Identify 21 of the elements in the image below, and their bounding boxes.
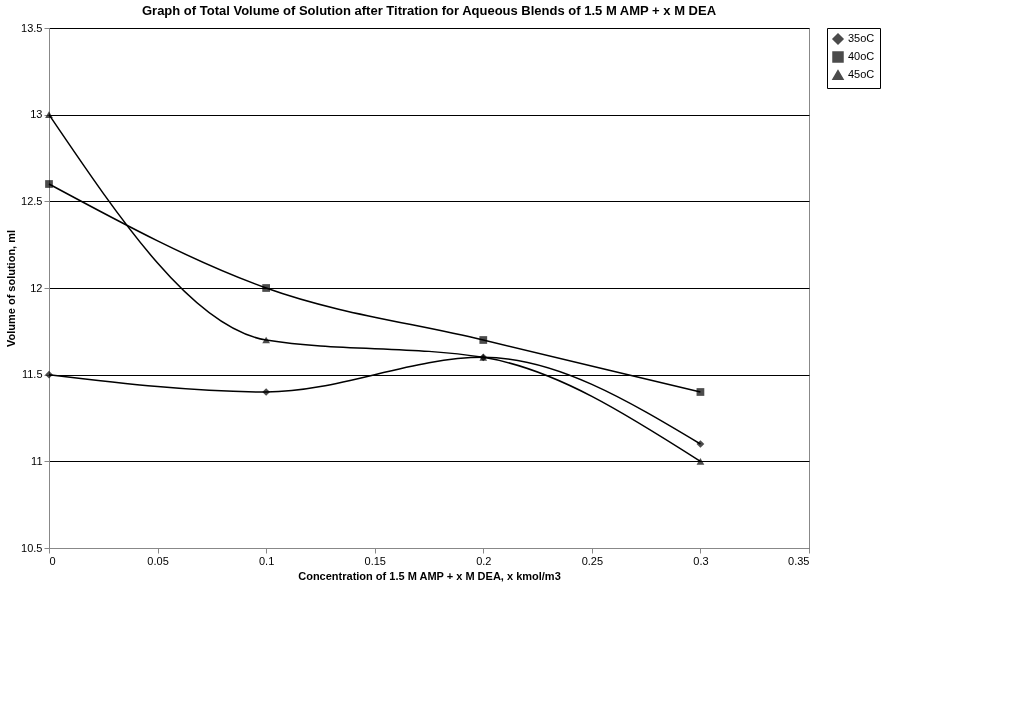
y-tick-label: 12 bbox=[30, 281, 43, 294]
x-tick-label: 0.1 bbox=[258, 554, 275, 567]
x-tick-label: 0.15 bbox=[364, 554, 386, 567]
y-tick-label: 11.5 bbox=[21, 368, 43, 381]
x-tick-label: 0.25 bbox=[581, 554, 604, 567]
y-tick-label: 10.5 bbox=[21, 541, 43, 554]
y-tick-label: 12.5 bbox=[21, 194, 43, 207]
x-tick-label: 0.2 bbox=[476, 554, 492, 567]
x-tick-label: 0 bbox=[49, 554, 56, 567]
x-axis-title: Concentration of 1.5 M AMP + x M DEA, x kmol/m3 bbox=[298, 569, 561, 582]
legend-label: 35oC bbox=[848, 32, 875, 44]
legend-label: 40oC bbox=[848, 50, 875, 62]
x-tick-label: 0.35 bbox=[788, 554, 810, 567]
x-tick-label: 0.3 bbox=[693, 554, 709, 567]
y-tick-label: 13.5 bbox=[21, 21, 43, 34]
y-tick-label: 11 bbox=[31, 454, 43, 467]
y-axis-title: Volume of solution, ml bbox=[5, 229, 18, 348]
y-tick-label: 13 bbox=[30, 108, 43, 121]
x-tick-label: 0.05 bbox=[147, 554, 169, 567]
legend-label: 45oC bbox=[848, 68, 875, 80]
chart-title: Graph of Total Volume of Solution after Titration for Aqueous Blends of 1.5 M AMP + x M DEA bbox=[141, 3, 717, 18]
